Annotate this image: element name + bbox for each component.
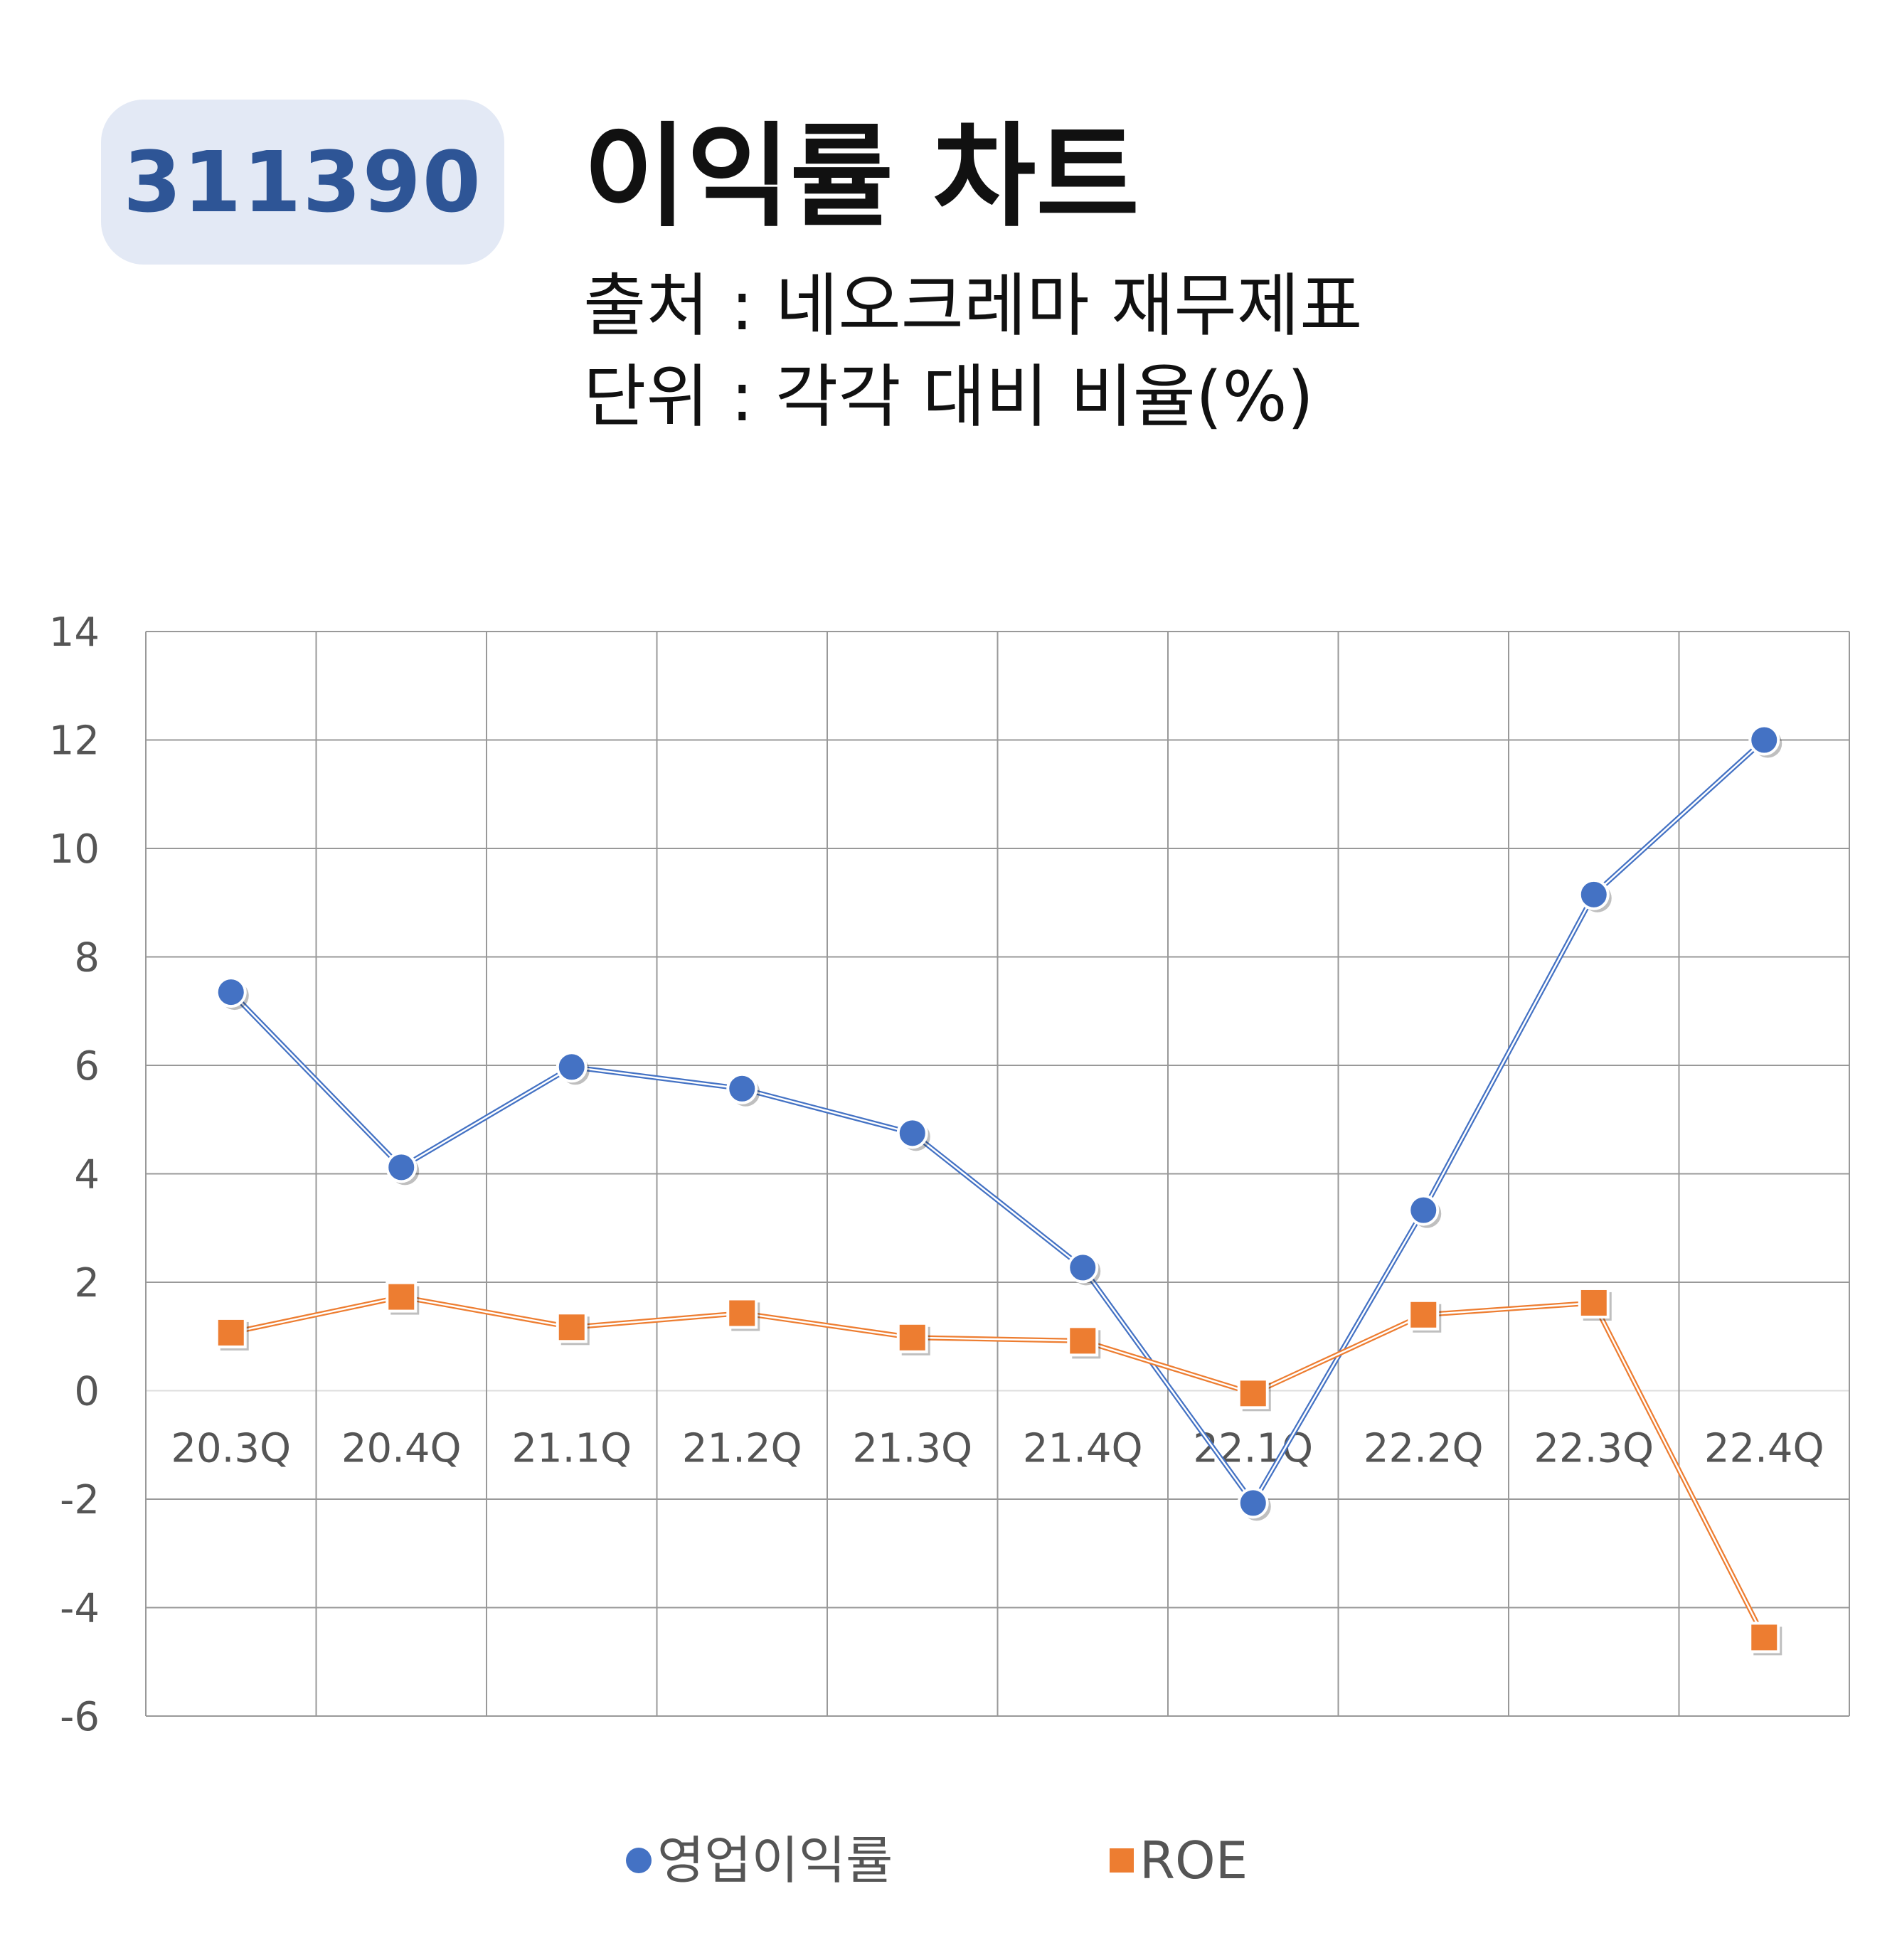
- y-tick-label: -4: [60, 1586, 100, 1632]
- x-tick-label: 20.3Q: [171, 1426, 291, 1472]
- data-point-circle: [1237, 1487, 1269, 1519]
- data-point-square: [1748, 1621, 1780, 1653]
- data-point-circle: [556, 1051, 588, 1083]
- data-point-square: [1578, 1287, 1610, 1319]
- unit-note: 단위 : 각각 대비 비율(%): [583, 357, 1314, 437]
- data-point-circle: [1408, 1194, 1440, 1226]
- series-line-inner: [230, 1296, 1765, 1639]
- x-tick-label: 21.1Q: [511, 1426, 632, 1472]
- series-line-inner: [230, 739, 1765, 1505]
- data-point-square: [1067, 1325, 1099, 1357]
- legend-label: ROE: [1139, 1831, 1248, 1890]
- x-tick-label: 22.2Q: [1364, 1426, 1484, 1472]
- y-tick-label: 12: [49, 718, 100, 765]
- source-note: 출처 : 네오크레마 재무제표: [583, 266, 1363, 346]
- data-point-square: [726, 1297, 758, 1329]
- chart-title: 이익률 차트: [583, 112, 1139, 243]
- data-point-circle: [1578, 878, 1610, 910]
- x-tick-label: 21.3Q: [852, 1426, 972, 1472]
- x-tick-label: 21.4Q: [1023, 1426, 1143, 1472]
- legend-item-roe: ROE: [1110, 1835, 1248, 1886]
- ticker-badge: 311390: [101, 100, 504, 265]
- y-tick-label: 14: [49, 609, 100, 656]
- data-point-square: [896, 1321, 928, 1353]
- x-tick-label: 22.3Q: [1534, 1426, 1654, 1472]
- data-point-square: [1408, 1299, 1440, 1331]
- y-tick-label: 10: [49, 826, 100, 873]
- y-tick-label: -6: [60, 1694, 100, 1740]
- y-tick-label: 2: [74, 1260, 100, 1306]
- x-tick-label: 21.2Q: [682, 1426, 802, 1472]
- legend-label: 영업이익률: [657, 1831, 893, 1890]
- data-point-circle: [896, 1117, 928, 1149]
- data-point-square: [556, 1311, 588, 1343]
- legend-square-icon: [1110, 1848, 1134, 1873]
- data-point-circle: [386, 1151, 418, 1183]
- x-tick-label: 20.4Q: [341, 1426, 462, 1472]
- data-point-square: [1237, 1378, 1269, 1410]
- data-point-circle: [726, 1072, 758, 1104]
- y-tick-label: 8: [74, 935, 100, 981]
- data-point-circle: [215, 976, 247, 1008]
- y-tick-label: 4: [74, 1152, 100, 1198]
- data-point-square: [215, 1316, 247, 1348]
- data-point-circle: [1067, 1252, 1099, 1284]
- legend-item-operating-margin: 영업이익률: [626, 1835, 893, 1886]
- y-tick-label: 0: [74, 1369, 100, 1415]
- legend-circle-icon: [626, 1848, 652, 1873]
- y-tick-label: -2: [60, 1477, 100, 1523]
- data-point-circle: [1748, 724, 1780, 756]
- data-point-square: [386, 1281, 418, 1313]
- x-tick-label: 22.4Q: [1704, 1426, 1824, 1472]
- y-tick-label: 6: [74, 1043, 100, 1090]
